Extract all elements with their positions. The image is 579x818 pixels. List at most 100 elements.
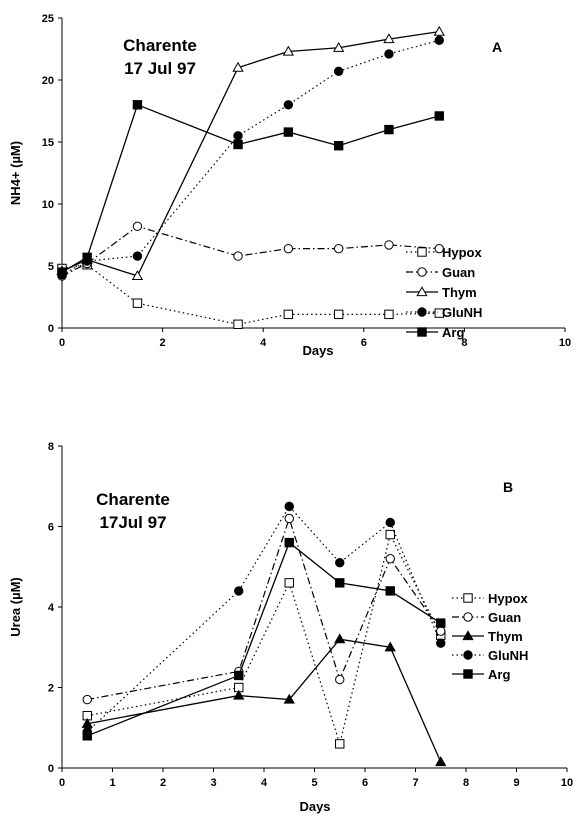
marker-shape	[334, 633, 346, 644]
marker-shape	[82, 731, 92, 741]
data-point-guan	[333, 243, 344, 254]
legend-entry-thym: Thym	[452, 629, 523, 644]
marker-shape	[436, 626, 446, 636]
data-point-glunh	[233, 131, 243, 141]
series-line-glunh	[86, 505, 442, 733]
marker-shape	[383, 33, 395, 44]
marker-shape	[335, 558, 345, 568]
legend-label: GluNH	[442, 305, 482, 320]
x-tick-label: 9	[513, 777, 519, 789]
legend-label: GluNH	[488, 648, 528, 663]
legend-swatch-marker	[417, 307, 427, 317]
marker-shape	[417, 247, 427, 257]
data-point-arg	[233, 139, 243, 150]
marker-shape	[284, 578, 294, 588]
data-point-hypox	[283, 309, 294, 320]
data-point-guan	[283, 243, 294, 254]
data-point-guan	[384, 240, 394, 250]
legend: Hypox Guan Thym GluNH Arg	[452, 591, 529, 682]
marker-shape	[384, 309, 394, 320]
data-point-arg	[284, 537, 294, 548]
legend-swatch-marker	[417, 327, 427, 337]
marker-shape	[385, 517, 395, 528]
data-point-thym	[232, 61, 244, 72]
data-point-arg	[434, 111, 444, 121]
data-point-thym	[283, 693, 295, 704]
legend-label: Arg	[488, 667, 510, 682]
marker-shape	[385, 586, 395, 596]
marker-shape	[132, 298, 143, 308]
marker-shape	[233, 319, 243, 329]
legend-entry-hypox: Hypox	[452, 591, 529, 606]
marker-shape	[333, 309, 344, 320]
marker-shape	[131, 270, 144, 281]
series-line-thym	[87, 638, 442, 763]
marker-shape	[335, 739, 345, 749]
marker-shape	[284, 537, 294, 548]
x-tick-label: 8	[461, 337, 467, 349]
y-tick-label: 8	[48, 441, 54, 453]
marker-shape	[335, 578, 345, 588]
legend-label: Guan	[488, 610, 521, 625]
marker-shape	[233, 139, 243, 150]
x-tick-label: 0	[59, 337, 65, 349]
marker-shape	[335, 674, 345, 685]
marker-shape	[385, 529, 395, 540]
x-tick-label: 4	[261, 777, 268, 789]
legend-entry-arg: Arg	[452, 667, 510, 682]
marker-shape	[436, 618, 446, 628]
marker-shape	[333, 243, 344, 254]
marker-shape	[234, 586, 244, 596]
annotation-line: Charente	[96, 490, 170, 509]
marker-shape	[434, 35, 444, 46]
legend-entry-glunh: GluNH	[452, 648, 528, 663]
data-point-glunh	[436, 638, 446, 648]
data-point-thym	[433, 25, 445, 36]
legend-label: Hypox	[442, 245, 483, 260]
data-point-hypox	[335, 739, 345, 749]
x-tick-label: 0	[59, 777, 65, 789]
legend-swatch-marker	[463, 669, 473, 679]
data-point-glunh	[434, 35, 444, 46]
y-axis-title: NH4+ (µM)	[8, 141, 23, 205]
annotation-line: 17 Jul 97	[124, 59, 196, 78]
data-point-arg	[132, 100, 143, 110]
marker-shape	[333, 141, 344, 151]
data-point-hypox	[284, 578, 294, 588]
legend-entry-thym: Thym	[406, 285, 477, 300]
marker-shape	[384, 124, 394, 135]
data-point-thym	[435, 756, 447, 767]
data-point-arg	[57, 267, 67, 277]
data-point-hypox	[132, 298, 143, 308]
data-point-arg	[234, 670, 244, 681]
marker-shape	[417, 327, 427, 337]
y-tick-label: 20	[42, 75, 54, 87]
legend-entry-guan: Guan	[406, 265, 475, 280]
series-guan	[57, 221, 444, 281]
legend-entry-guan: Guan	[452, 610, 521, 625]
x-tick-label: 10	[559, 337, 571, 349]
x-tick-label: 3	[210, 777, 216, 789]
data-point-thym	[131, 270, 144, 281]
marker-shape	[284, 513, 294, 524]
series-line-arg	[87, 541, 442, 737]
y-tick-label: 25	[42, 13, 54, 25]
data-point-thym	[384, 641, 396, 652]
marker-shape	[384, 49, 394, 59]
marker-shape	[434, 308, 444, 318]
legend-swatch-marker	[462, 630, 474, 641]
legend-swatch-marker	[417, 267, 427, 277]
y-tick-label: 5	[48, 261, 54, 273]
marker-shape	[417, 307, 427, 317]
marker-shape	[283, 243, 294, 254]
data-point-guan	[132, 221, 143, 232]
y-tick-label: 0	[48, 763, 54, 775]
data-point-guan	[335, 674, 345, 685]
data-point-arg	[283, 127, 294, 137]
marker-shape	[462, 630, 474, 641]
marker-shape	[132, 221, 143, 232]
data-point-arg	[333, 141, 344, 151]
legend-swatch-marker	[463, 650, 473, 660]
data-point-glunh	[384, 49, 394, 59]
